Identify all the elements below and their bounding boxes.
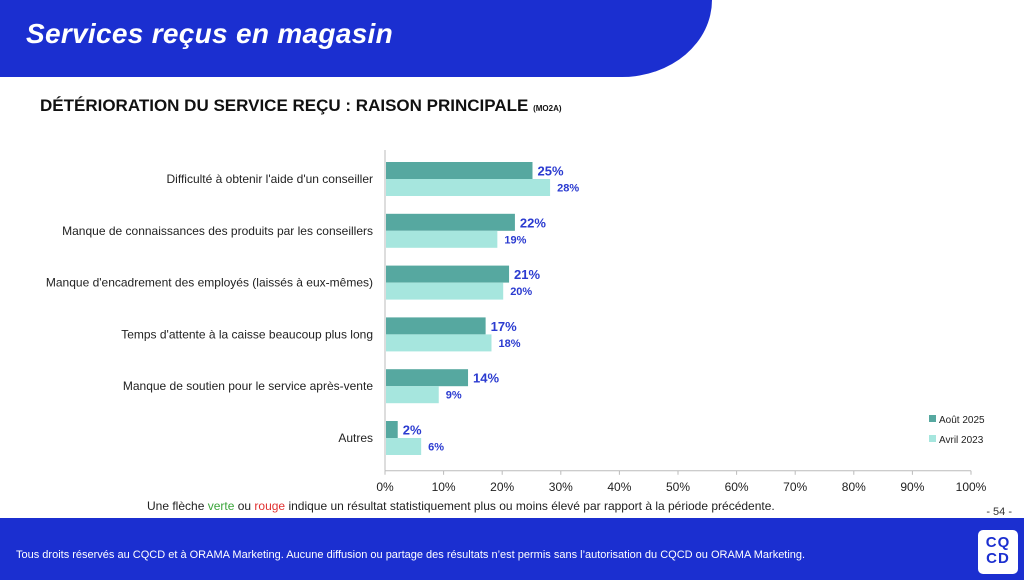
note-green: verte <box>207 499 235 513</box>
x-tick-label: 100% <box>956 480 987 494</box>
note-red: rouge <box>254 499 286 513</box>
data-label: 6% <box>428 442 444 454</box>
data-label: 28% <box>557 183 579 195</box>
legend-label: Avril 2023 <box>939 435 984 446</box>
bar <box>386 386 439 404</box>
legend-label: Août 2025 <box>939 415 985 426</box>
category-label: Manque d'encadrement des employés (laiss… <box>46 276 373 290</box>
category-label: Difficulté à obtenir l'aide d'un conseil… <box>167 172 373 186</box>
data-label: 2% <box>403 423 422 438</box>
chart-title: DÉTÉRIORATION DU SERVICE REÇU : RAISON P… <box>40 96 562 116</box>
copyright-text: Tous droits réservés au CQCD et à ORAMA … <box>16 549 806 561</box>
x-tick-label: 30% <box>549 480 573 494</box>
bar <box>386 334 492 352</box>
question-code: (MO2A) <box>533 104 562 113</box>
x-tick-label: 60% <box>725 480 749 494</box>
cqcd-logo: CQ CD <box>978 530 1018 574</box>
data-label: 9% <box>446 390 462 402</box>
significance-note: Une flèche verte ou rouge indique un rés… <box>147 499 775 513</box>
header-banner: Services reçus en magasin <box>0 0 712 77</box>
page-number: - 54 - <box>986 506 1012 518</box>
footer: Tous droits réservés au CQCD et à ORAMA … <box>0 518 1024 580</box>
bar <box>386 369 469 387</box>
x-tick-label: 70% <box>783 480 807 494</box>
x-tick-label: 50% <box>666 480 690 494</box>
category-label: Temps d'attente à la caisse beaucoup plu… <box>121 327 373 341</box>
bar-chart: 0% 10% 20% 30% 40% 50% 60% 70% 80% 90% 100% Difficu… <box>46 150 987 494</box>
data-label: 17% <box>491 319 517 334</box>
data-label: 20% <box>510 286 532 298</box>
bar <box>386 317 486 335</box>
category-label: Autres <box>338 431 373 445</box>
chart-title-text: DÉTÉRIORATION DU SERVICE REÇU : RAISON P… <box>40 96 529 115</box>
bar <box>386 162 533 179</box>
data-label: 21% <box>514 267 540 282</box>
data-label: 19% <box>504 234 526 246</box>
bar <box>386 282 504 300</box>
legend-swatch <box>929 435 936 442</box>
bar <box>386 213 515 231</box>
data-label: 18% <box>498 338 520 350</box>
bar <box>386 230 498 248</box>
bar <box>386 179 551 196</box>
bar <box>386 421 398 438</box>
legend-swatch <box>929 415 936 422</box>
data-label: 22% <box>520 215 546 230</box>
x-tick-label: 90% <box>900 480 924 494</box>
category-label: Manque de soutien pour le service après-… <box>123 379 373 393</box>
category-label: Manque de connaissances des produits par… <box>62 224 373 238</box>
x-tick-label: 0% <box>376 480 394 494</box>
x-tick-label: 40% <box>607 480 631 494</box>
x-tick-label: 10% <box>432 480 456 494</box>
data-label: 14% <box>473 371 499 386</box>
x-tick-label: 20% <box>490 480 514 494</box>
x-tick-label: 80% <box>842 480 866 494</box>
page-title: Services reçus en magasin <box>26 18 394 49</box>
bar <box>386 438 422 455</box>
data-label: 25% <box>538 164 564 179</box>
bar <box>386 265 510 283</box>
